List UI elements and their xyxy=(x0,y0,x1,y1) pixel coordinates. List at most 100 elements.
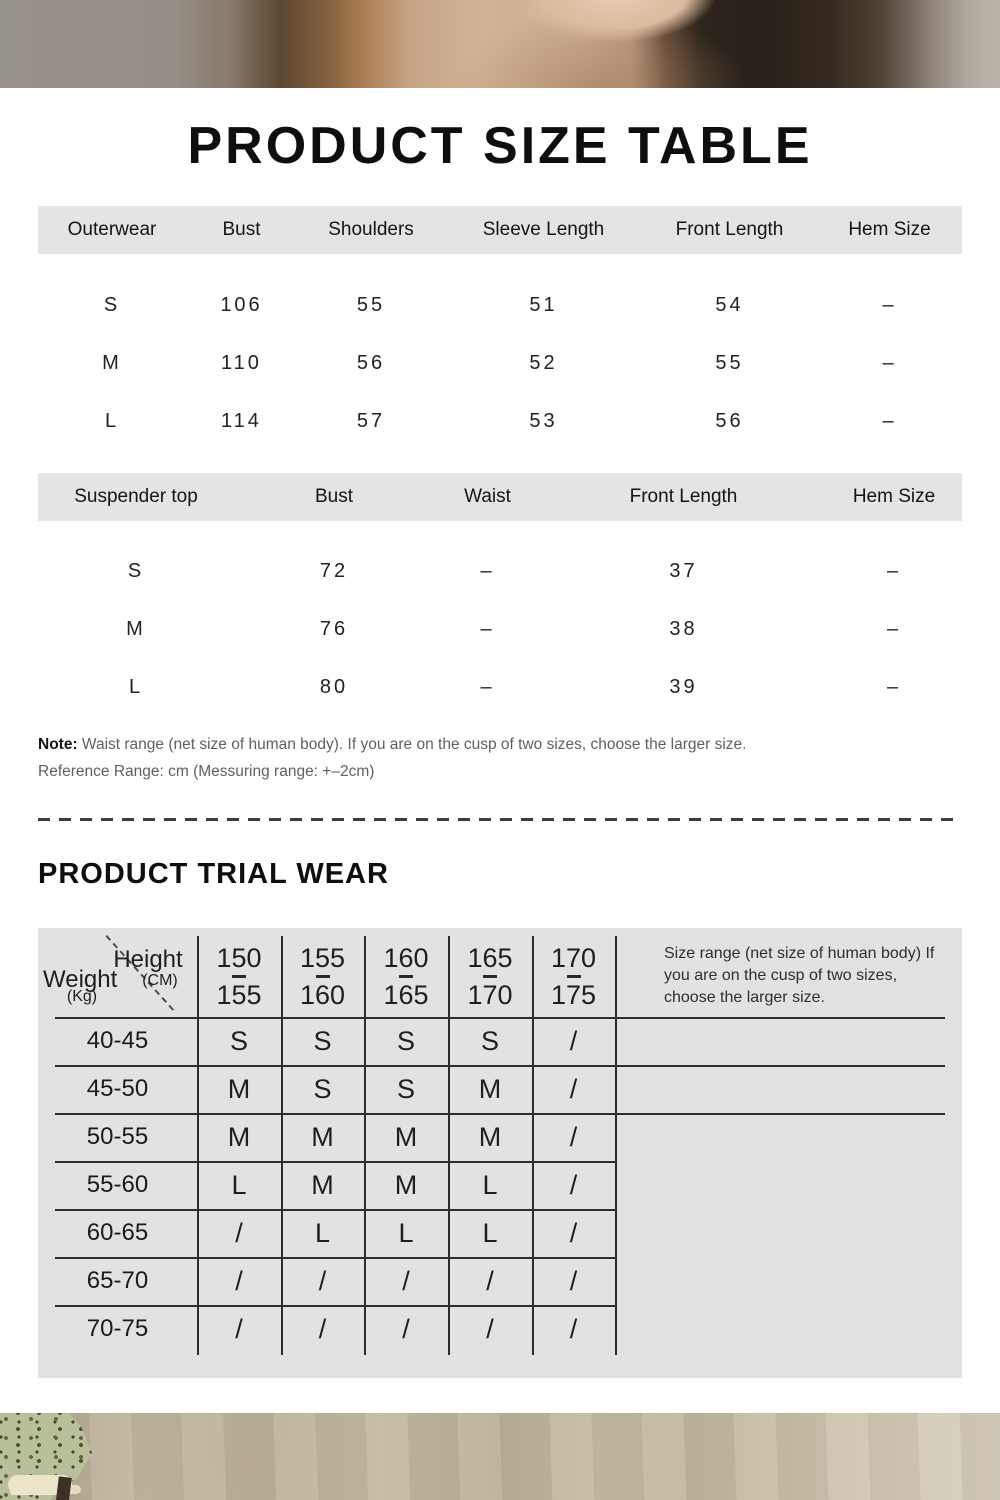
table-row: S 72 – 37 – xyxy=(38,542,962,600)
trial-row: 50-55 M M M M / xyxy=(38,1113,615,1161)
size-value-cell: – xyxy=(480,559,495,582)
size-cell: / xyxy=(486,1313,494,1344)
size-value-cell: 80 xyxy=(319,675,349,698)
range-dash xyxy=(399,975,413,978)
size-cell: / xyxy=(569,1169,578,1200)
size-value-cell: 37 xyxy=(669,559,698,582)
size-cell: S xyxy=(396,1073,415,1104)
suspender-header-row: Suspender top Bust Waist Front Length He… xyxy=(38,473,962,521)
size-cell: L xyxy=(482,1169,498,1200)
height-to: 175 xyxy=(550,979,597,1010)
height-to: 155 xyxy=(216,979,262,1010)
weight-range-cell: 60-65 xyxy=(86,1219,149,1246)
grid-vline xyxy=(197,936,199,1355)
height-range-header: 150 155 xyxy=(197,945,281,1010)
column-header-sleeve-length: Sleeve Length xyxy=(482,219,605,240)
outerwear-header-row: Outerwear Bust Shoulders Sleeve Length F… xyxy=(38,206,962,254)
size-cell: L xyxy=(398,1217,414,1248)
size-cell: M xyxy=(227,1121,251,1152)
model-photo-top xyxy=(0,0,1000,88)
column-header-bust: Bust xyxy=(222,219,261,240)
trial-row: 65-70 / / / / / xyxy=(38,1257,615,1305)
weight-range-cell: 50-55 xyxy=(86,1123,149,1150)
range-dash xyxy=(315,975,330,978)
column-header-outerwear: Outerwear xyxy=(67,219,157,240)
weight-range-cell: 45-50 xyxy=(86,1075,149,1102)
grid-vline xyxy=(448,936,450,1355)
size-cell: M xyxy=(311,1169,334,1200)
size-value-cell: – xyxy=(480,617,495,640)
size-cell: M xyxy=(478,1073,502,1104)
table-row: L 114 57 53 56 – xyxy=(38,392,962,450)
outerwear-rows: S 106 55 51 54 – M 110 56 52 55 – L 114 … xyxy=(38,276,962,450)
size-cell: / xyxy=(569,1073,578,1104)
trial-row: 40-45 S S S S / xyxy=(38,1017,615,1065)
weight-range-cell: 65-70 xyxy=(86,1267,149,1294)
size-cell: L xyxy=(231,1169,247,1200)
column-header-front-length: Front Length xyxy=(675,219,784,240)
size-value-cell: 51 xyxy=(529,293,558,316)
height-to: 160 xyxy=(299,979,346,1010)
height-from: 160 xyxy=(383,943,429,973)
grid-vline xyxy=(281,936,283,1355)
size-cell: S xyxy=(480,1025,499,1056)
size-value-cell: 76 xyxy=(319,617,349,640)
size-cell: / xyxy=(235,1265,243,1296)
height-axis-unit: (CM) xyxy=(142,972,178,989)
grid-hline xyxy=(55,1257,615,1259)
size-label-cell: L xyxy=(104,409,120,432)
weight-axis-label: Weight xyxy=(43,966,118,993)
grid-hline xyxy=(55,1113,945,1115)
trial-wear-table: Height (CM) Weight (Kg) 150 155 155 160 … xyxy=(38,928,962,1378)
column-header-shoulders: Shoulders xyxy=(328,219,414,240)
size-cell: S xyxy=(313,1025,332,1056)
table-row: S 106 55 51 54 – xyxy=(38,276,962,334)
size-value-cell: 52 xyxy=(529,351,558,374)
size-cell: / xyxy=(402,1313,410,1344)
trial-row: 70-75 / / / / / xyxy=(38,1305,615,1353)
size-value-cell: 114 xyxy=(221,409,262,432)
height-to: 170 xyxy=(467,979,513,1010)
size-cell: / xyxy=(318,1265,327,1296)
size-cell: M xyxy=(311,1121,334,1152)
size-value-cell: 56 xyxy=(356,351,386,374)
size-label-cell: M xyxy=(126,617,146,640)
cream-ruffle xyxy=(8,1475,72,1494)
size-cell: / xyxy=(569,1217,578,1248)
table-row: M 110 56 52 55 – xyxy=(38,334,962,392)
grid-vline xyxy=(615,936,617,1355)
size-cell: / xyxy=(569,1265,578,1296)
range-dash xyxy=(483,975,497,978)
note-line: Note: Waist range (net size of human bod… xyxy=(38,736,746,754)
size-cell: L xyxy=(314,1217,331,1248)
height-range-header: 165 170 xyxy=(448,945,532,1010)
size-value-cell: 54 xyxy=(715,293,744,316)
size-value-cell: 106 xyxy=(220,293,263,316)
size-value-cell: 38 xyxy=(669,617,698,640)
size-cell: / xyxy=(235,1313,243,1344)
size-cell: S xyxy=(313,1073,332,1104)
trial-row: 55-60 L M M L / xyxy=(38,1161,615,1209)
height-from: 170 xyxy=(550,943,597,973)
product-photo-bottom xyxy=(0,1413,1000,1500)
height-to: 165 xyxy=(383,979,429,1010)
size-cell: M xyxy=(227,1073,251,1104)
size-cell: / xyxy=(402,1265,410,1296)
size-label-cell: S xyxy=(103,293,121,316)
suspender-rows: S 72 – 37 – M 76 – 38 – L 80 – 39 – xyxy=(38,542,962,716)
table-row: M 76 – 38 – xyxy=(38,600,962,658)
size-value-cell: – xyxy=(882,293,897,316)
height-axis-label: Height xyxy=(113,946,183,973)
height-range-header: 170 175 xyxy=(532,943,615,1010)
size-value-cell: 53 xyxy=(529,409,558,432)
size-cell: L xyxy=(482,1217,498,1248)
size-value-cell: – xyxy=(886,559,902,582)
size-value-cell: 55 xyxy=(715,351,744,374)
size-cell: S xyxy=(396,1025,415,1056)
column-header-hem-size: Hem Size xyxy=(852,486,936,507)
size-cell: / xyxy=(486,1265,494,1296)
weight-range-cell: 55-60 xyxy=(86,1171,149,1198)
weight-range-cell: 70-75 xyxy=(86,1315,149,1342)
trial-wear-title: PRODUCT TRIAL WEAR xyxy=(38,858,389,890)
size-value-cell: – xyxy=(480,675,495,698)
